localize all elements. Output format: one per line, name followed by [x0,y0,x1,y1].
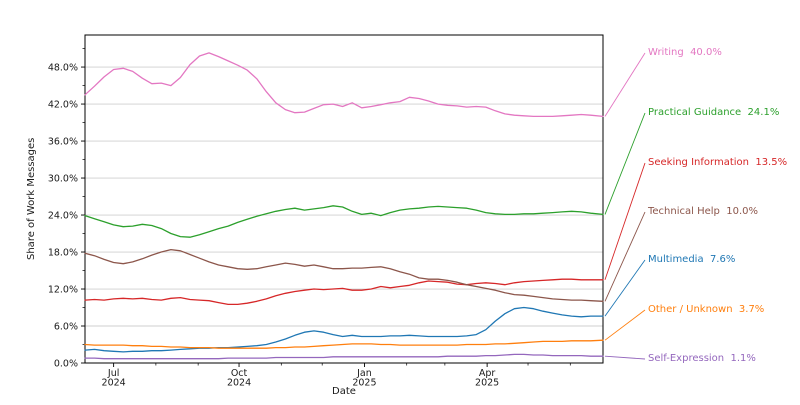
y-axis-title: Share of Work Messages [26,137,37,261]
y-tick-label: 36.0% [48,136,78,147]
plot-border [84,34,604,364]
x-tick-label-month: Oct [231,368,248,379]
x-tick-label-year: 2024 [102,378,126,389]
leader-line-seeking-information [604,162,646,280]
series-line-other-unknown [84,339,604,349]
y-tick-label: 18.0% [48,247,78,258]
leader-line-technical-help [604,211,646,302]
leader-line-self-expression [604,355,646,360]
y-tick-label: 30.0% [48,173,78,184]
leader-line-practical-guidance [604,112,646,215]
series-line-self-expression [84,353,604,360]
series-line-seeking-information [84,278,604,306]
series-line-multimedia [84,306,604,353]
x-tick-label-year: 2025 [475,378,499,389]
y-tick-label: 12.0% [48,284,78,295]
y-tick-label: 6.0% [54,321,78,332]
x-tick-label-month: Apr [479,368,496,379]
series-line-technical-help [84,248,604,302]
y-tick-label: 42.0% [48,99,78,110]
y-tick-label: 0.0% [54,358,78,369]
series-line-practical-guidance [84,205,604,238]
leader-line-multimedia [604,259,646,317]
leader-line-writing [604,52,646,117]
y-tick-label: 24.0% [48,210,78,221]
x-axis-title: Date [332,386,356,397]
x-tick-label-year: 2024 [227,378,251,389]
y-tick-label: 48.0% [48,62,78,73]
x-tick-label-year: 2025 [352,378,376,389]
leader-line-other-unknown [604,309,646,341]
series-line-writing [84,52,604,118]
x-tick-label-month: Jan [356,368,372,379]
x-tick-label-month: Jul [107,368,119,379]
